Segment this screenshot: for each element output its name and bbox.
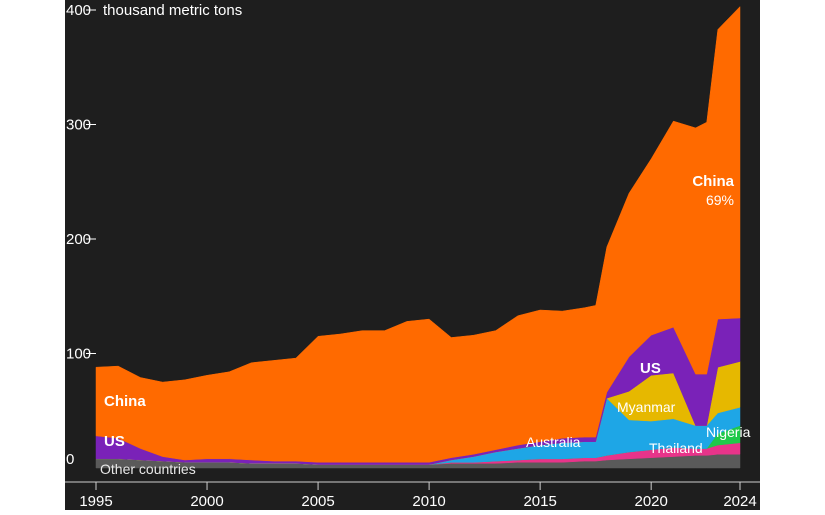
x-tick-label: 2020 [634,493,667,510]
label-china-share: 69% [706,192,734,208]
x-tick-label: 2005 [301,493,334,510]
label-nigeria: Nigeria [706,424,751,440]
x-axis: 1995 2000 2005 2010 2015 2020 2024 [65,481,760,510]
label-thailand: Thailand [649,440,703,456]
area-china [95,5,741,463]
unit-label: thousand metric tons [103,2,242,19]
series-labels: China US Other countries US Myanmar Australia… [100,173,751,477]
x-tick-label: 1995 [79,493,112,510]
label-myanmar: Myanmar [617,399,676,415]
x-tick-label: 2024 [723,493,756,510]
y-tick-label: 200 [66,231,91,248]
x-tick-label: 2010 [412,493,445,510]
label-us-right: US [640,360,661,377]
y-tick-label: 100 [66,346,91,363]
x-axis-band [65,484,760,510]
y-tick-label: 300 [66,117,91,134]
y-axis: 0 100 200 300 400 [66,2,96,468]
y-tick-label: 400 [66,2,91,19]
label-china-right: China [692,173,734,190]
x-tick-label: 2015 [523,493,556,510]
label-us-left: US [104,433,125,450]
label-china-left: China [104,393,146,410]
area-layers [95,5,741,469]
label-other-countries: Other countries [100,461,196,477]
y-tick-label: 0 [66,451,74,468]
x-tick-label: 2000 [190,493,223,510]
label-australia: Australia [526,434,581,450]
